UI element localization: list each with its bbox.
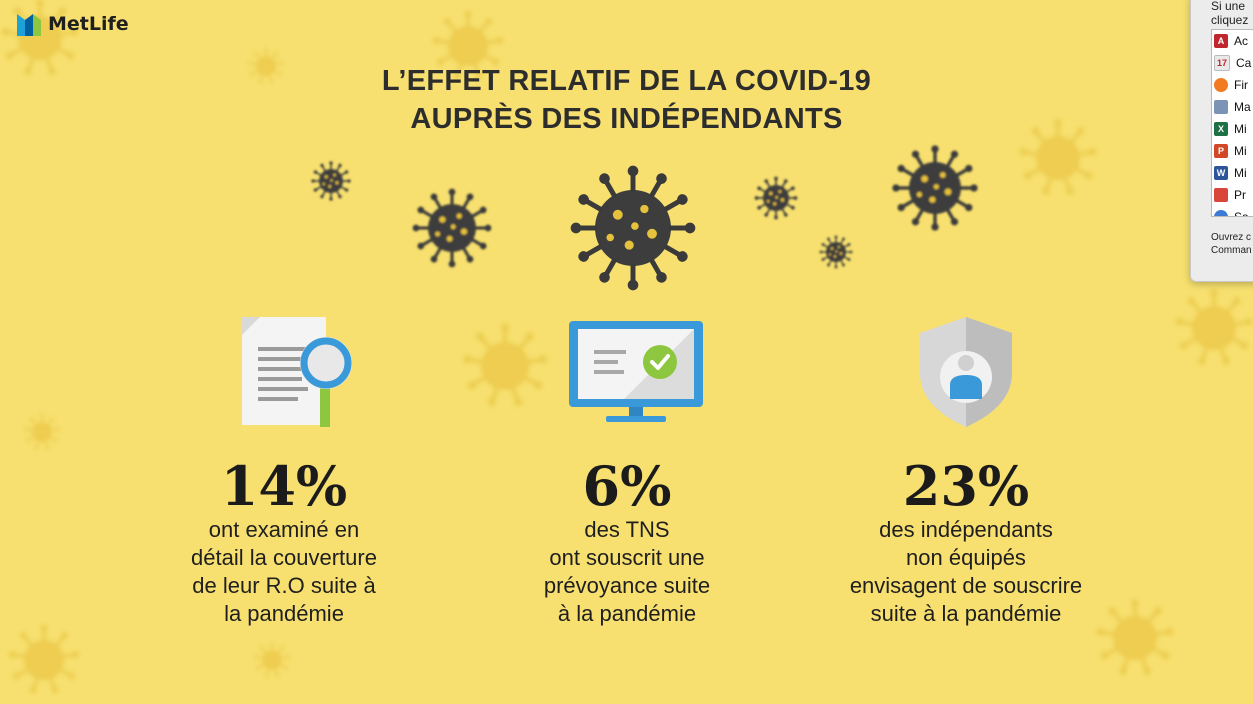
- stat-block-1: 14% ont examiné en détail la couverture …: [134, 456, 434, 628]
- desc-line: détail la couverture: [191, 545, 377, 570]
- firefox-icon: [1214, 78, 1228, 92]
- shield-user-icon: [920, 317, 1012, 427]
- app-label: Mi: [1234, 166, 1247, 180]
- brand-name: MetLife: [48, 13, 129, 35]
- metlife-logo-icon: [17, 14, 41, 36]
- footer-line: Ouvrez c: [1211, 232, 1252, 243]
- desc-line: envisagent de souscrire: [849, 573, 1083, 598]
- app-label: Sa: [1234, 210, 1249, 217]
- stat-value: 14%: [220, 454, 348, 518]
- app-list-item[interactable]: Ma: [1212, 96, 1253, 118]
- app-label: Ca: [1236, 56, 1252, 70]
- calendar-icon: 17: [1214, 55, 1230, 71]
- desc-line: de leur R.O suite à: [192, 573, 376, 598]
- desc-line: des TNS: [584, 517, 670, 542]
- title-line-1: L’EFFET RELATIF DE LA COVID-19: [381, 65, 872, 97]
- hint-line: Si une: [1211, 0, 1246, 13]
- stat-description: ont examiné en détail la couverture de l…: [134, 516, 434, 628]
- footer-line: Comman: [1211, 245, 1252, 256]
- desc-line: suite à la pandémie: [870, 601, 1062, 626]
- powerpoint-icon: P: [1214, 144, 1228, 158]
- open-with-dialog: Si une cliquez A Ac 17 Ca Fir Ma X Mi P Mi W Mi Pr Sa…: [1190, 0, 1253, 282]
- app-list-item[interactable]: 17 Ca: [1212, 52, 1253, 74]
- desc-line: à la pandémie: [557, 601, 697, 626]
- desc-line: prévoyance suite: [543, 573, 711, 598]
- word-icon: W: [1214, 166, 1228, 180]
- application-list[interactable]: A Ac 17 Ca Fir Ma X Mi P Mi W Mi Pr Sa: [1211, 29, 1253, 217]
- dialog-hint: Si une cliquez: [1211, 0, 1248, 27]
- app-list-item[interactable]: Sa: [1212, 206, 1253, 217]
- excel-icon: X: [1214, 122, 1228, 136]
- dialog-footer: Ouvrez c Comman: [1211, 231, 1252, 257]
- app-list-item[interactable]: Pr: [1212, 184, 1253, 206]
- app-list-item[interactable]: A Ac: [1212, 30, 1253, 52]
- desc-line: des indépendants: [879, 517, 1053, 542]
- safari-icon: [1214, 210, 1228, 216]
- hint-line: cliquez: [1211, 13, 1249, 27]
- desc-line: ont examiné en: [208, 517, 360, 542]
- app-label: Ac: [1234, 34, 1249, 48]
- stat-description: des indépendants non équipés envisagent …: [806, 516, 1126, 628]
- app-icon: [1214, 188, 1228, 202]
- preview-icon: [1214, 100, 1228, 114]
- document-search-icon: [242, 317, 352, 427]
- app-label: Mi: [1234, 144, 1247, 158]
- metlife-logo: MetLife: [16, 12, 129, 36]
- stat-value: 23%: [902, 454, 1030, 518]
- app-list-item[interactable]: W Mi: [1212, 162, 1253, 184]
- app-list-item[interactable]: X Mi: [1212, 118, 1253, 140]
- app-label: Mi: [1234, 122, 1247, 136]
- app-label: Ma: [1234, 100, 1251, 114]
- app-list-item[interactable]: P Mi: [1212, 140, 1253, 162]
- app-list-item[interactable]: Fir: [1212, 74, 1253, 96]
- monitor-check-icon: [569, 321, 703, 422]
- app-label: Fir: [1234, 78, 1248, 92]
- stat-value: 6%: [582, 454, 672, 518]
- stat-block-2: 6% des TNS ont souscrit une prévoyance s…: [477, 456, 777, 628]
- desc-line: ont souscrit une: [549, 545, 705, 570]
- desc-line: non équipés: [906, 545, 1026, 570]
- title-line-2: AUPRÈS DES INDÉPENDANTS: [410, 103, 843, 135]
- desc-line: la pandémie: [224, 601, 344, 626]
- page-title: L’EFFET RELATIF DE LA COVID-19 AUPRÈS DE…: [0, 62, 1253, 138]
- acrobat-icon: A: [1214, 34, 1228, 48]
- stat-block-3: 23% des indépendants non équipés envisag…: [806, 456, 1126, 628]
- stat-description: des TNS ont souscrit une prévoyance suit…: [477, 516, 777, 628]
- app-label: Pr: [1234, 188, 1246, 202]
